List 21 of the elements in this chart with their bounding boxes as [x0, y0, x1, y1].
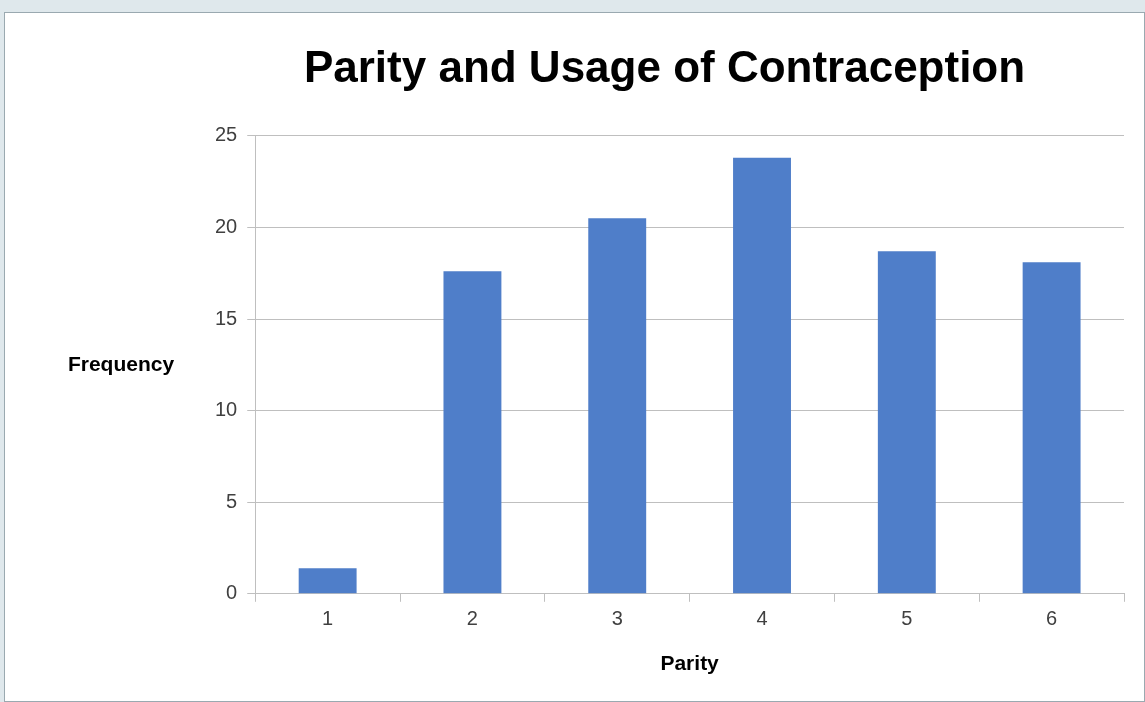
bar	[733, 157, 791, 594]
chart-title: Parity and Usage of Contraception	[303, 41, 1026, 91]
y-tick-label: 20	[215, 214, 238, 237]
x-tick-label: 3	[611, 607, 623, 630]
y-axis-title: Frequency	[67, 351, 175, 375]
x-tick-label: 2	[466, 607, 478, 630]
y-tick-label: 10	[215, 398, 238, 421]
bar	[877, 251, 936, 594]
y-tick-label: 15	[215, 306, 238, 329]
y-tick-label: 0	[226, 581, 238, 604]
x-tick-label: 4	[756, 607, 768, 630]
y-tick-label: 25	[215, 123, 238, 146]
y-tick-label: 5	[226, 489, 238, 512]
x-tick-label: 6	[1046, 607, 1058, 630]
bar	[298, 568, 357, 594]
x-axis-title: Parity	[660, 651, 720, 675]
bar	[588, 218, 647, 594]
bar	[1022, 262, 1081, 594]
x-tick-label: 5	[901, 607, 913, 630]
bar	[443, 271, 502, 594]
x-tick-label: 1	[322, 607, 334, 630]
